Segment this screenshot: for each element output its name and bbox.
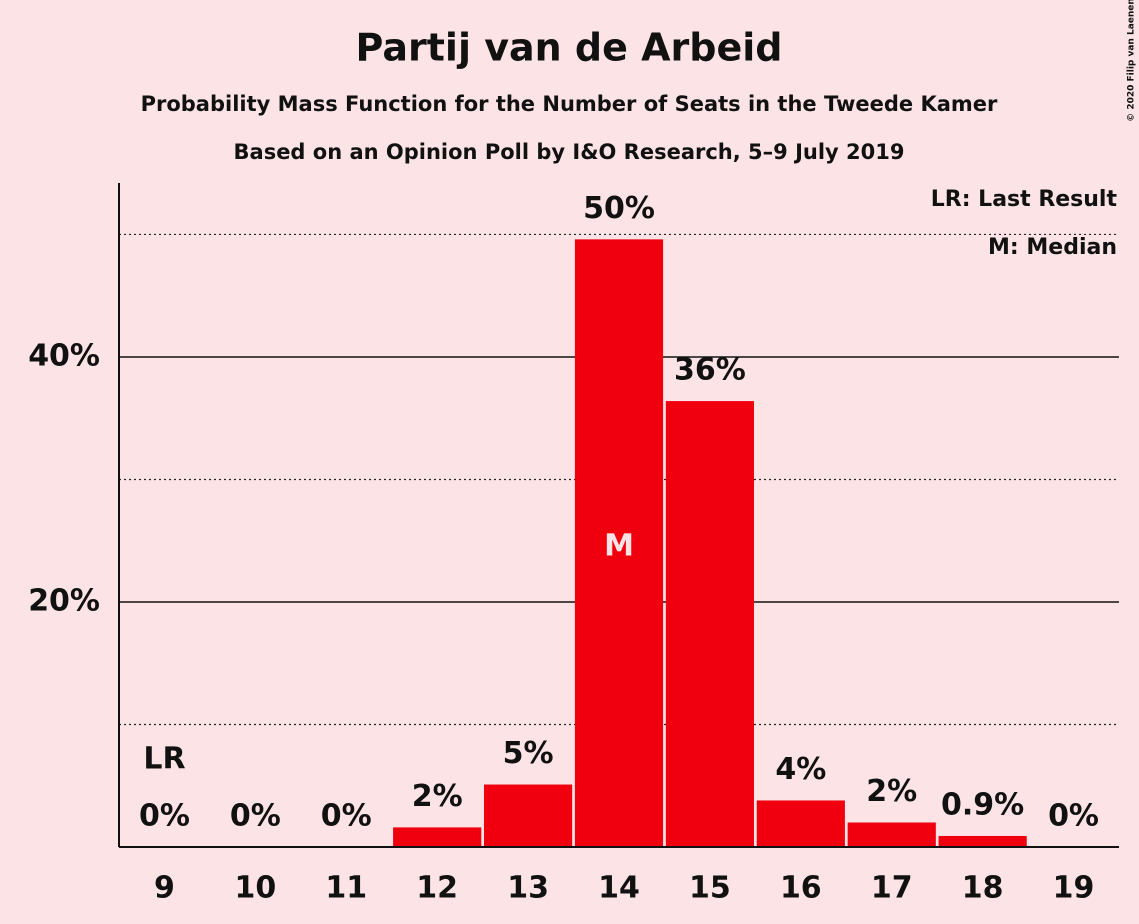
value-label: 0.9% bbox=[941, 787, 1024, 822]
x-tick-label: 14 bbox=[598, 871, 640, 906]
x-tick-label: 12 bbox=[416, 871, 458, 906]
value-label: 2% bbox=[866, 774, 917, 809]
value-label: 0% bbox=[321, 799, 372, 834]
value-label: 0% bbox=[139, 799, 190, 834]
x-tick-label: 11 bbox=[325, 871, 367, 906]
last-result-label: LR bbox=[143, 742, 185, 777]
value-label: 50% bbox=[583, 191, 655, 226]
x-tick-label: 10 bbox=[234, 871, 276, 906]
x-tick-label: 13 bbox=[507, 871, 549, 906]
bar bbox=[484, 784, 573, 847]
legend-entry: M: Median bbox=[988, 235, 1117, 260]
bar bbox=[847, 822, 936, 847]
x-tick-label: 15 bbox=[689, 871, 731, 906]
value-label: 4% bbox=[775, 752, 826, 787]
chart-title: Partij van de Arbeid bbox=[356, 26, 783, 70]
credit: © 2020 Filip van Laenen bbox=[1127, 0, 1137, 122]
subtitle: Based on an Opinion Poll by I&O Research… bbox=[234, 140, 905, 164]
y-tick-label: 40% bbox=[28, 338, 100, 373]
bar bbox=[574, 239, 664, 847]
value-label: 5% bbox=[503, 736, 554, 771]
value-label: 0% bbox=[230, 799, 281, 834]
bar bbox=[393, 827, 482, 847]
subtitle: Probability Mass Function for the Number… bbox=[141, 92, 998, 116]
value-label: 36% bbox=[674, 353, 746, 388]
y-tick-label: 20% bbox=[28, 583, 100, 618]
legend-entry: LR: Last Result bbox=[931, 187, 1118, 212]
median-label: M bbox=[604, 529, 634, 564]
x-tick-label: 19 bbox=[1053, 871, 1095, 906]
x-tick-label: 9 bbox=[154, 871, 175, 906]
bar bbox=[665, 401, 754, 847]
value-label: 2% bbox=[412, 779, 463, 814]
x-tick-label: 17 bbox=[871, 871, 913, 906]
value-label: 0% bbox=[1048, 799, 1099, 834]
bar bbox=[756, 800, 845, 847]
bar bbox=[938, 835, 1027, 847]
x-tick-label: 18 bbox=[962, 871, 1004, 906]
x-tick-label: 16 bbox=[780, 871, 822, 906]
